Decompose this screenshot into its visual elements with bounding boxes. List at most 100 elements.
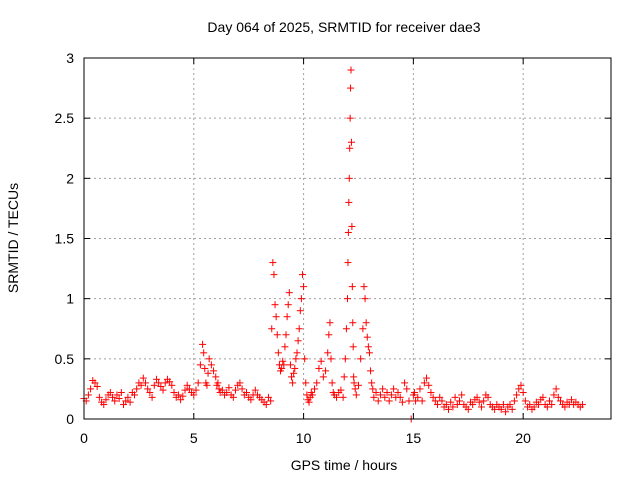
data-point — [394, 389, 402, 397]
data-point — [155, 379, 163, 387]
data-point — [423, 374, 431, 382]
data-point — [317, 357, 325, 365]
data-point — [390, 385, 398, 393]
data-point — [333, 393, 341, 401]
data-point — [236, 379, 244, 387]
data-point — [223, 389, 231, 397]
data-point — [295, 325, 303, 333]
data-point — [170, 389, 178, 397]
data-point — [159, 386, 167, 394]
data-point — [344, 259, 352, 267]
data-point — [322, 367, 330, 375]
data-point — [519, 389, 527, 397]
data-point — [403, 385, 411, 393]
data-point — [325, 331, 333, 339]
data-point — [513, 391, 521, 399]
data-point — [445, 405, 453, 413]
data-point — [442, 401, 450, 409]
x-tick-label: 20 — [515, 430, 531, 446]
data-point — [345, 198, 353, 206]
data-point — [477, 403, 485, 411]
data-point — [168, 381, 176, 389]
data-point — [418, 397, 426, 405]
data-point — [273, 331, 281, 339]
data-point — [359, 325, 367, 333]
data-point — [218, 386, 226, 394]
data-point — [434, 401, 442, 409]
data-point — [203, 381, 211, 389]
x-tick-label: 10 — [296, 430, 312, 446]
data-point — [102, 396, 110, 404]
data-point — [269, 259, 277, 267]
data-point — [150, 381, 158, 389]
data-point — [502, 408, 510, 416]
y-tick-label: 0 — [66, 411, 74, 427]
data-point — [554, 393, 562, 401]
data-point — [535, 401, 543, 409]
data-point — [344, 295, 351, 303]
x-tick-label: 15 — [406, 430, 422, 446]
y-tick-label: 2 — [66, 170, 74, 186]
data-point — [401, 379, 409, 387]
data-point — [137, 381, 145, 389]
data-point — [229, 393, 237, 401]
data-point — [271, 301, 279, 309]
data-point — [508, 405, 516, 413]
data-point — [420, 379, 428, 387]
data-point — [181, 386, 189, 394]
data-point — [179, 392, 187, 400]
data-point — [351, 385, 359, 393]
y-axis-label: SRMTID / TECUs — [5, 183, 21, 293]
data-point — [319, 373, 327, 381]
data-point — [148, 393, 156, 401]
data-point — [315, 364, 323, 372]
data-point — [550, 391, 558, 399]
data-point — [515, 385, 523, 393]
data-point — [548, 401, 556, 409]
data-point — [196, 361, 204, 369]
data-point — [109, 393, 117, 401]
data-point — [294, 337, 302, 345]
data-point — [526, 401, 534, 409]
data-point — [539, 393, 547, 401]
data-point — [447, 398, 455, 406]
data-point — [278, 364, 286, 372]
y-tick-label: 1.5 — [55, 231, 75, 247]
data-point — [480, 397, 488, 405]
data-point — [282, 331, 290, 339]
data-point — [427, 389, 435, 397]
plot-frame — [83, 57, 612, 420]
y-tick-label: 2.5 — [55, 110, 75, 126]
data-point — [455, 397, 463, 405]
data-point — [290, 369, 298, 377]
data-point — [473, 393, 481, 401]
data-point — [324, 349, 332, 357]
data-point — [458, 391, 466, 399]
axis-ticks — [83, 57, 611, 420]
data-point — [292, 355, 300, 363]
data-point — [349, 343, 357, 351]
data-point — [438, 397, 446, 405]
data-point — [288, 373, 296, 381]
data-point — [133, 385, 141, 393]
x-tick-label: 0 — [80, 430, 88, 446]
data-point — [280, 361, 288, 369]
data-point — [146, 389, 154, 397]
data-point — [264, 393, 272, 401]
data-point — [308, 391, 316, 399]
data-point — [363, 333, 371, 341]
y-tick-label: 3 — [66, 50, 74, 66]
data-point — [117, 389, 125, 397]
data-point — [543, 403, 551, 411]
data-point — [342, 325, 350, 333]
data-point — [313, 379, 321, 387]
data-point — [190, 391, 198, 399]
data-point — [337, 386, 345, 394]
data-point — [242, 389, 250, 397]
data-point — [484, 393, 492, 401]
data-point — [414, 393, 422, 401]
y-tick-label: 1 — [66, 291, 74, 307]
data-point — [93, 383, 101, 391]
data-point — [201, 364, 209, 372]
